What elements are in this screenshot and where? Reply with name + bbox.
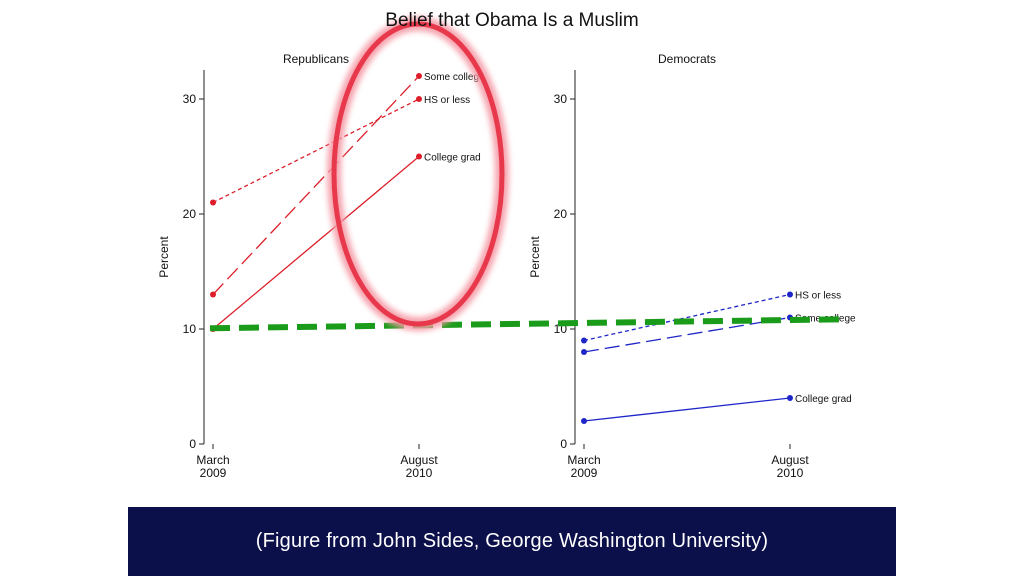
y-tick-label: 20 — [183, 207, 197, 221]
series-label: College grad — [424, 153, 481, 164]
data-point — [416, 153, 422, 160]
x-tick-label: March — [196, 453, 229, 467]
series-line — [212, 75, 420, 295]
plot-area — [128, 0, 896, 506]
panel-title: Democrats — [658, 52, 716, 66]
y-axis-label: Percent — [157, 236, 171, 278]
data-point — [581, 349, 587, 355]
x-tick-label: August — [771, 453, 809, 467]
series-line — [583, 397, 791, 422]
series-label: HS or less — [424, 95, 470, 106]
x-tick-label: 2009 — [200, 466, 227, 480]
y-tick-label: 30 — [554, 92, 568, 106]
panel-democrats: DemocratsMarch2009August20100102030Perce… — [528, 52, 856, 480]
x-tick-label: March — [567, 453, 600, 467]
chart-title: Belief that Obama Is a Muslim — [385, 10, 639, 31]
y-tick-label: 30 — [183, 92, 197, 106]
x-tick-label: 2009 — [571, 466, 598, 480]
series-label: College grad — [795, 394, 852, 405]
y-tick-label: 20 — [554, 207, 568, 221]
x-tick-label: August — [400, 453, 438, 467]
data-point — [210, 199, 216, 206]
data-point — [581, 337, 587, 344]
y-tick-label: 10 — [183, 322, 197, 336]
data-point — [210, 291, 216, 298]
data-point — [787, 291, 793, 298]
highlight-ellipse — [331, 21, 505, 327]
series-label: HS or less — [795, 291, 841, 302]
x-tick-label: 2010 — [406, 466, 433, 480]
reference-line — [209, 316, 846, 332]
data-point — [581, 418, 587, 424]
caption-bar: (Figure from John Sides, George Washingt… — [128, 507, 896, 576]
data-point — [787, 395, 793, 401]
series-line — [583, 316, 791, 353]
panel-title: Republicans — [283, 52, 349, 66]
series-label: Some college — [424, 72, 485, 83]
x-tick-label: 2010 — [777, 466, 804, 480]
series-line — [583, 293, 791, 342]
caption-text: (Figure from John Sides, George Washingt… — [255, 530, 769, 552]
series-line — [212, 98, 420, 204]
series-line — [212, 156, 420, 330]
y-axis-label: Percent — [528, 236, 542, 278]
data-point — [416, 96, 422, 102]
chart-svg: RepublicansMarch2009August20100102030Per… — [157, 17, 856, 480]
y-tick-label: 0 — [560, 437, 567, 451]
data-point — [416, 73, 422, 79]
y-tick-label: 0 — [189, 437, 196, 451]
